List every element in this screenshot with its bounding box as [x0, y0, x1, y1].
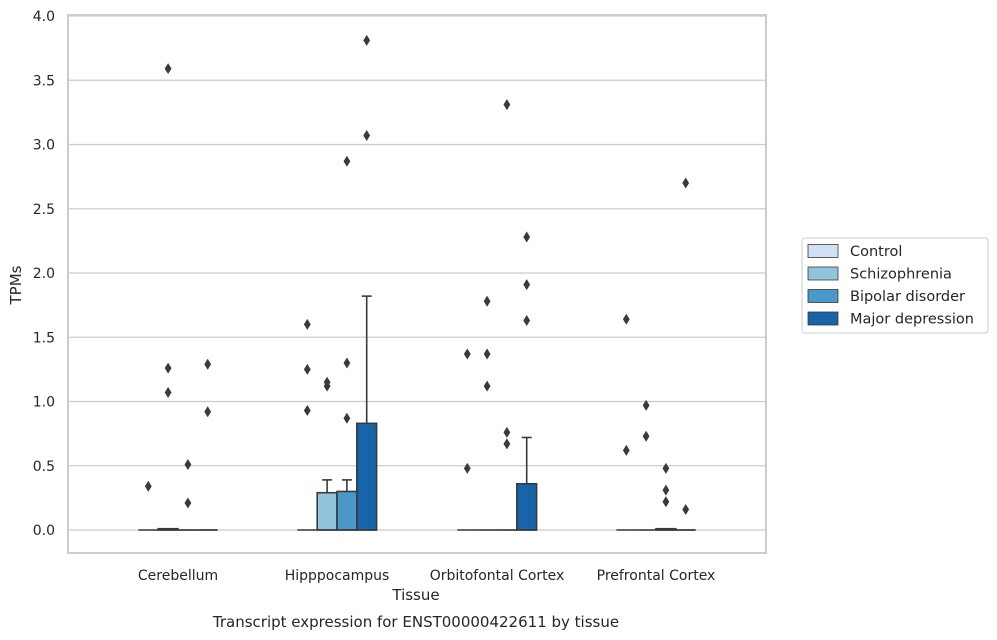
- y-tick-label: 3.0: [33, 138, 55, 154]
- outlier-point: [144, 480, 152, 492]
- outlier-point: [523, 279, 531, 291]
- outlier-point: [164, 362, 172, 374]
- outlier-point: [164, 387, 172, 399]
- box-bipolar-disorder: [497, 529, 517, 531]
- legend: Control Schizophrenia Bipolar disorder Majo…: [801, 237, 989, 334]
- outlier-point: [323, 376, 331, 388]
- box-body: [515, 482, 538, 531]
- outlier-point: [303, 363, 311, 375]
- box-body: [336, 490, 358, 531]
- outlier-point: [622, 444, 630, 456]
- box-bipolar-disorder: [336, 479, 358, 531]
- outlier-point: [184, 458, 192, 470]
- outlier-point: [642, 430, 650, 442]
- outlier-point: [483, 380, 491, 392]
- x-tick-labels: Cerebellum Hipppocampus Orbitofontal Corte…: [138, 568, 715, 584]
- outlier-point: [622, 313, 630, 325]
- outlier-point: [363, 34, 371, 46]
- outlier-point: [483, 348, 491, 360]
- outlier-point: [204, 406, 212, 418]
- y-axis-title: TPMs: [7, 265, 25, 305]
- box-control: [138, 529, 159, 531]
- outlier-point: [343, 155, 351, 167]
- y-tick-label: 2.5: [33, 202, 55, 218]
- y-tick-label: 1.5: [33, 330, 55, 346]
- x-tick-label: Hipppocampus: [285, 568, 390, 584]
- box-schizophrenia: [477, 529, 497, 531]
- outlier-point: [503, 99, 511, 111]
- x-tick-label: Prefrontal Cortex: [597, 568, 716, 584]
- box-control: [297, 529, 318, 531]
- y-tick-label: 0.0: [33, 523, 55, 539]
- outlier-point: [343, 412, 351, 424]
- legend-swatch: [807, 311, 839, 326]
- outlier-point: [503, 438, 511, 450]
- y-tick-label: 0.5: [33, 459, 55, 475]
- outlier-point: [682, 177, 690, 189]
- outlier-point: [463, 348, 471, 360]
- outlier-point: [184, 497, 192, 509]
- box-control: [457, 529, 478, 531]
- outlier-point: [523, 315, 531, 327]
- y-tick-label: 3.5: [33, 73, 55, 89]
- legend-swatch: [807, 266, 839, 281]
- x-tick-label: Cerebellum: [138, 568, 218, 584]
- outlier-point: [303, 404, 311, 416]
- chart-caption: Transcript expression for ENST0000042261…: [212, 613, 619, 631]
- legend-label: Bipolar disorder: [850, 289, 965, 305]
- box-schizophrenia: [157, 527, 179, 531]
- x-tick-label: Orbitofontal Cortex: [430, 568, 565, 584]
- legend-frame: [801, 237, 989, 334]
- legend-swatch: [807, 289, 839, 303]
- outliers-layer: [144, 34, 690, 515]
- outlier-point: [662, 484, 670, 496]
- outlier-point: [682, 503, 690, 515]
- outlier-point: [343, 357, 351, 369]
- outlier-point: [662, 462, 670, 474]
- outlier-point: [204, 358, 212, 370]
- box-major-depression: [355, 295, 378, 531]
- box-bipolar-disorder: [655, 527, 677, 531]
- outlier-point: [303, 318, 311, 330]
- plot-frame: [67, 14, 767, 554]
- outlier-point: [642, 399, 650, 411]
- boxes-layer: [138, 295, 696, 531]
- outlier-point: [363, 130, 371, 142]
- box-schizophrenia: [636, 529, 656, 531]
- gridlines: [68, 15, 766, 531]
- y-tick-label: 2.0: [33, 266, 55, 282]
- legend-label: Major depression: [850, 312, 974, 328]
- outlier-point: [164, 63, 172, 75]
- box-body: [316, 491, 338, 531]
- x-axis-title: Tissue: [391, 586, 439, 604]
- box-major-depression: [197, 529, 218, 531]
- outlier-point: [503, 426, 511, 438]
- outlier-point: [523, 231, 531, 243]
- box-major-depression: [675, 529, 696, 531]
- outlier-point: [483, 295, 491, 307]
- box-bipolar-disorder: [178, 529, 198, 531]
- y-tick-label: 4.0: [33, 9, 55, 25]
- outlier-point: [463, 462, 471, 474]
- box-major-depression: [515, 436, 538, 531]
- box-control: [616, 529, 637, 531]
- legend-label: Control: [850, 244, 902, 260]
- y-tick-label: 1.0: [33, 395, 55, 411]
- outlier-point: [662, 496, 670, 508]
- y-tick-labels: 0.0 0.5 1.0 1.5 2.0 2.5 3.0 3.5 4.0: [33, 9, 55, 539]
- legend-label: Schizophrenia: [850, 267, 952, 283]
- box-body: [355, 422, 378, 531]
- legend-swatch: [807, 244, 839, 258]
- box-schizophrenia: [316, 479, 338, 531]
